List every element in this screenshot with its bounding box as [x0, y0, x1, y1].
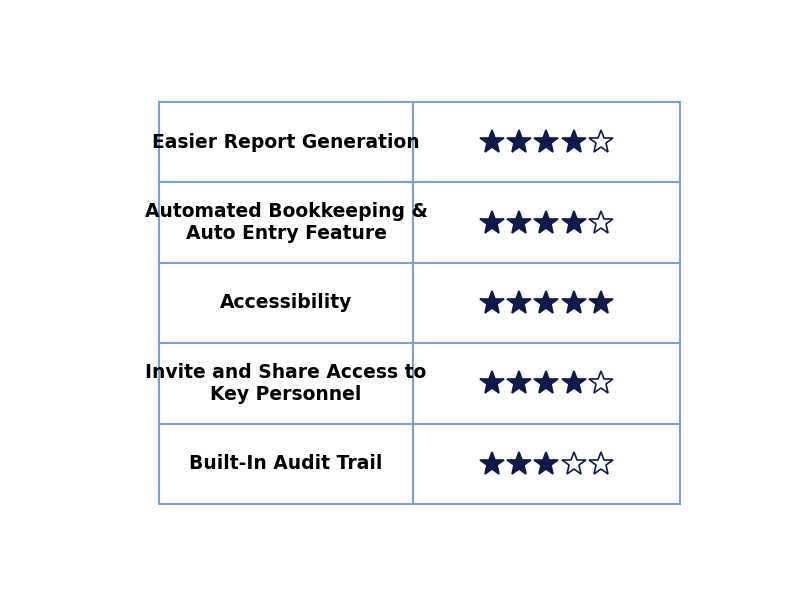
Text: Automated Bookkeeping &
Auto Entry Feature: Automated Bookkeeping & Auto Entry Featu…	[145, 202, 427, 243]
Text: Easier Report Generation: Easier Report Generation	[152, 133, 420, 152]
FancyBboxPatch shape	[159, 102, 680, 504]
Text: Accessibility: Accessibility	[220, 293, 352, 313]
Text: Built-In Audit Trail: Built-In Audit Trail	[190, 454, 382, 473]
Text: Invite and Share Access to
Key Personnel: Invite and Share Access to Key Personnel	[146, 363, 426, 404]
